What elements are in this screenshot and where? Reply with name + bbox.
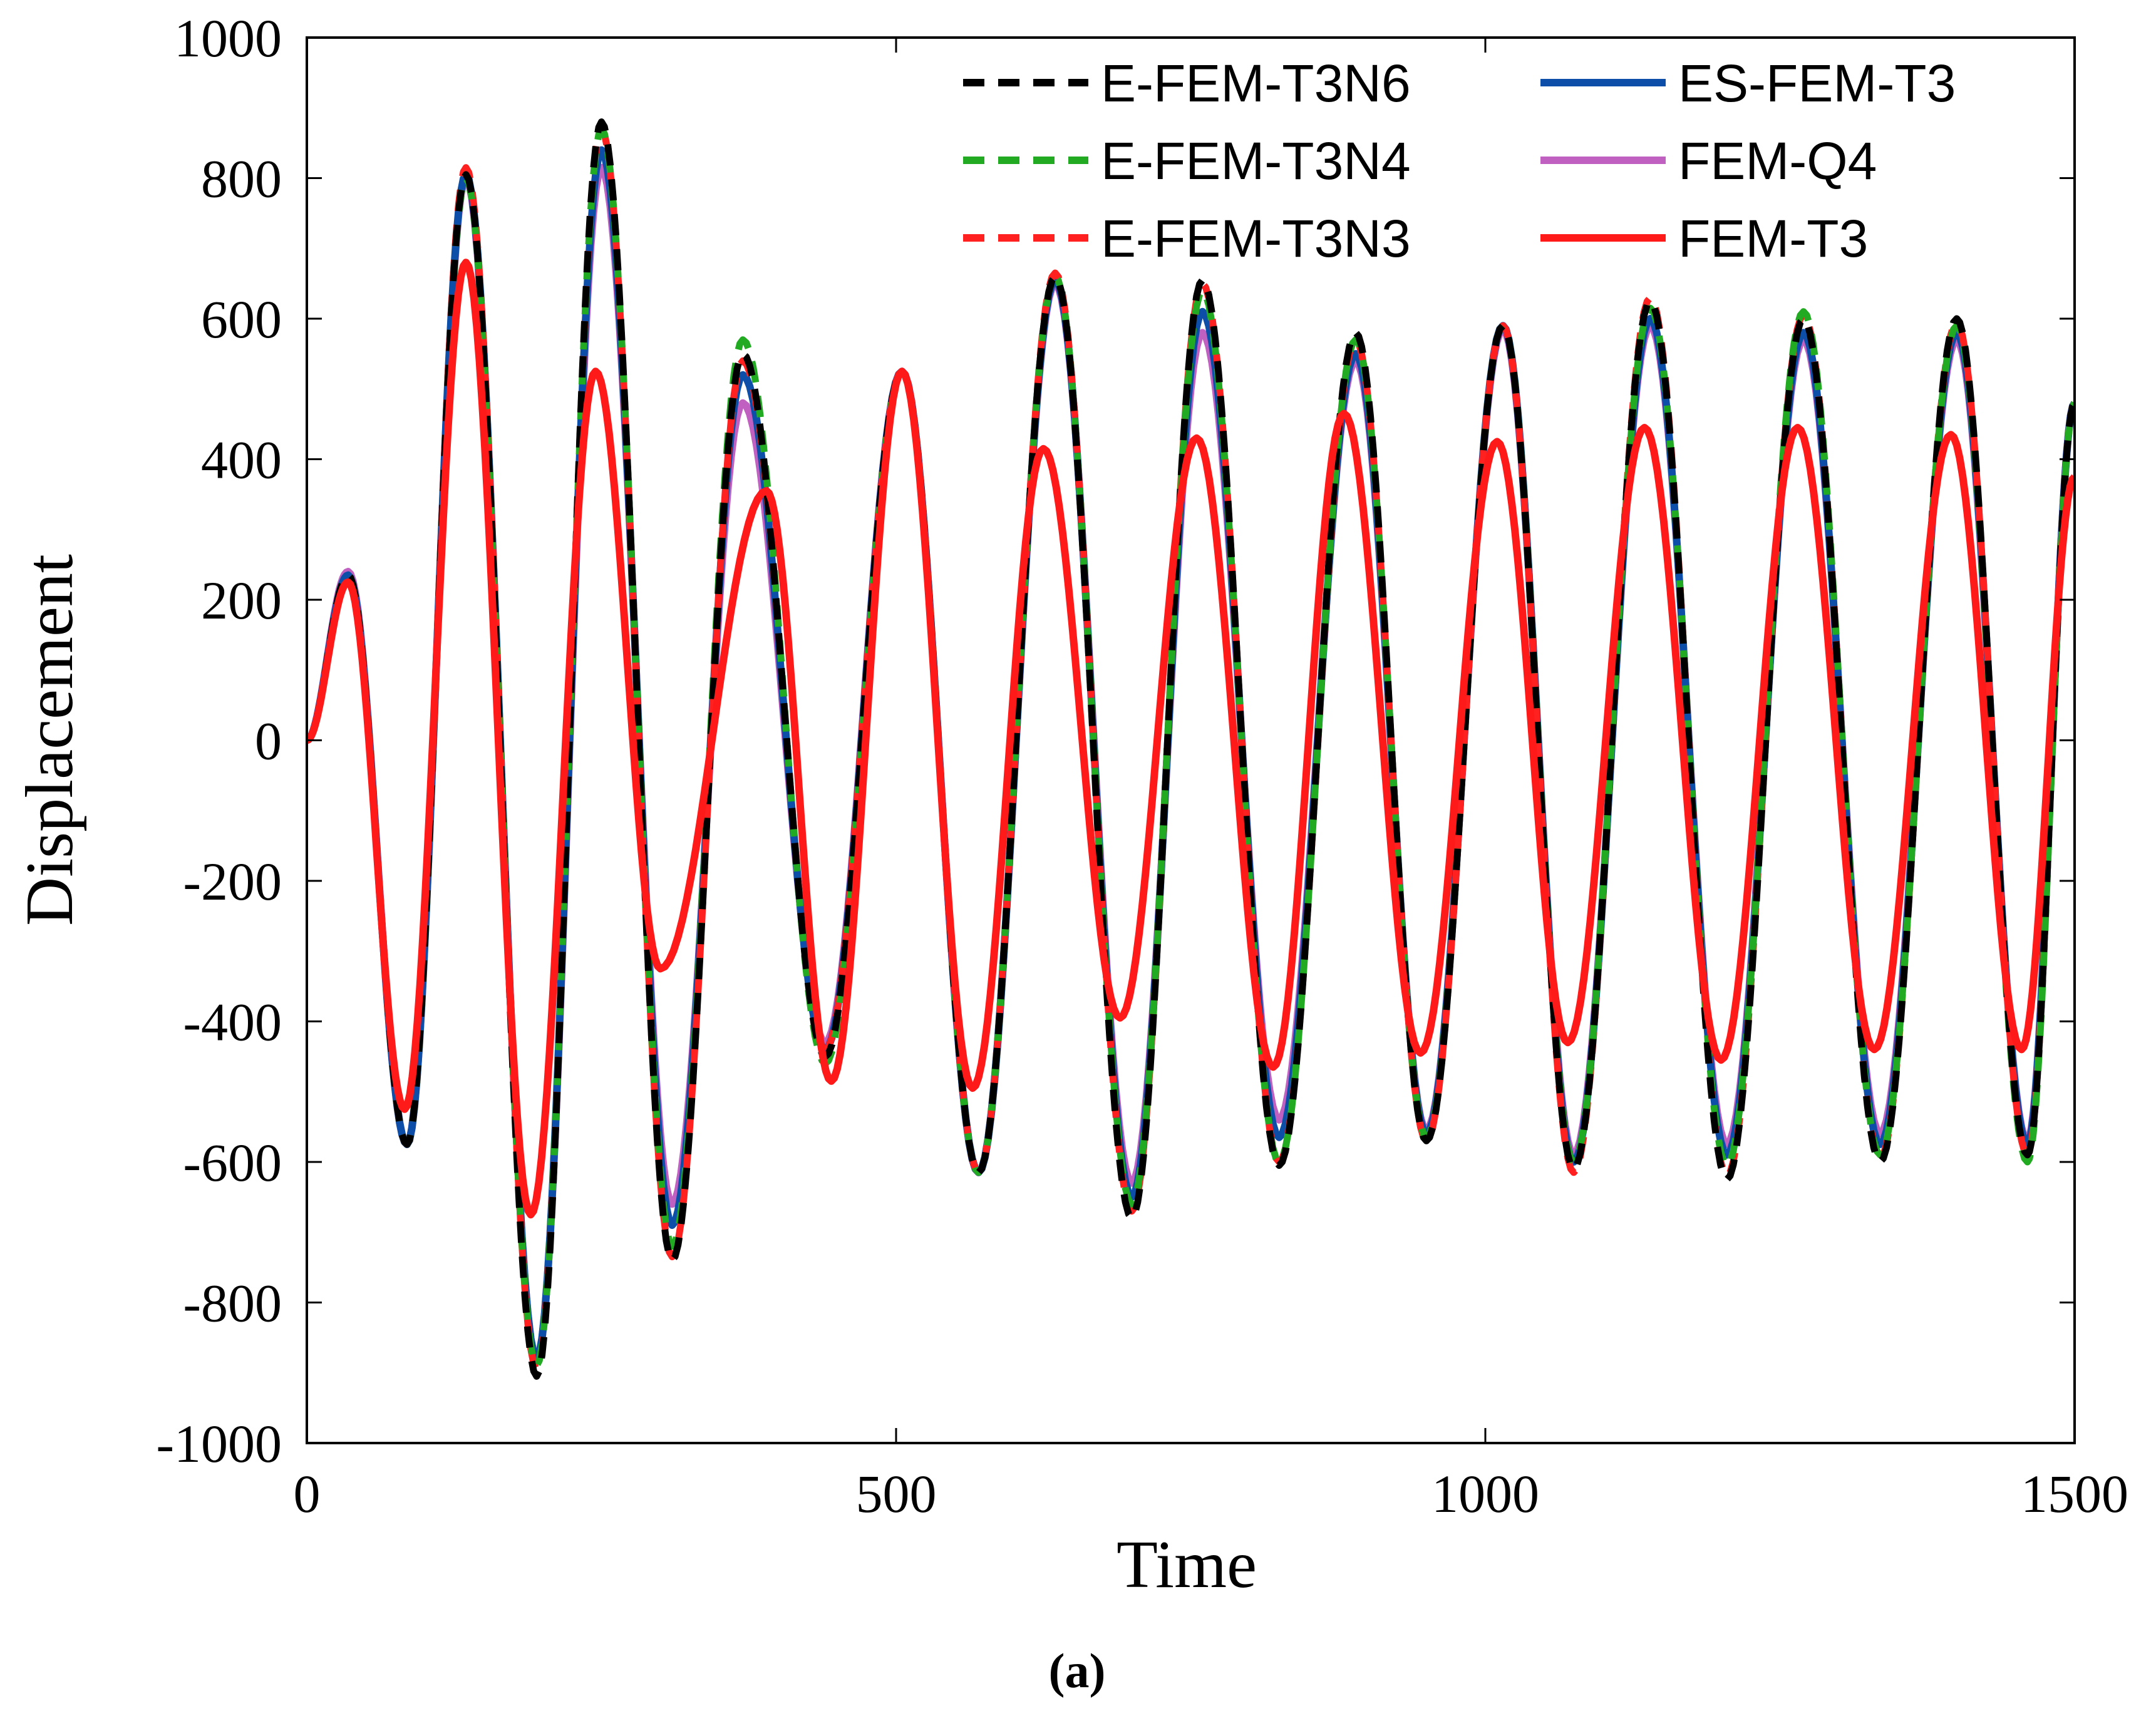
- y-tick-label: 200: [201, 570, 282, 630]
- legend-label: FEM-T3: [1678, 209, 1868, 268]
- legend-label: FEM-Q4: [1678, 131, 1877, 190]
- figure-caption: (a): [1049, 1643, 1106, 1698]
- legend-label: E-FEM-T3N4: [1101, 131, 1411, 190]
- y-axis-title: Displacement: [13, 554, 87, 926]
- ticks-layer: [306, 36, 2076, 1444]
- y-tick-label: 1000: [174, 8, 282, 68]
- y-tick-label: 0: [255, 711, 282, 771]
- x-tick-label: 0: [294, 1464, 321, 1524]
- series-line-fem-t3: [307, 259, 2075, 1219]
- y-tick-label: 600: [201, 289, 282, 349]
- y-tick-label: -600: [183, 1133, 282, 1193]
- y-tick-label: -1000: [156, 1414, 282, 1474]
- x-tick-label: 1000: [1431, 1464, 1539, 1524]
- legend-label: E-FEM-T3N3: [1101, 209, 1411, 268]
- y-tick-label: 400: [201, 430, 282, 490]
- legend-label: ES-FEM-T3: [1678, 54, 1956, 113]
- x-tick-label: 500: [856, 1464, 937, 1524]
- series-layer: [307, 118, 2075, 1380]
- y-tick-label: -200: [183, 851, 282, 912]
- tick-labels-layer: 0 500 1000 1500 -1000 -800 -600 -400 -200 0 200 400…: [156, 8, 2128, 1524]
- x-tick-label: 1500: [2021, 1464, 2128, 1524]
- x-axis-title: Time: [1117, 1528, 1257, 1602]
- y-tick-label: 800: [201, 149, 282, 209]
- series-line-e-fem-t3n6: [307, 118, 2075, 1380]
- y-tick-label: -800: [183, 1273, 282, 1333]
- y-tick-label: -400: [183, 992, 282, 1052]
- legend-label: E-FEM-T3N6: [1101, 54, 1411, 113]
- legend: E-FEM-T3N6 E-FEM-T3N4 E-FEM-T3N3 ES-FEM-T3 F…: [963, 54, 1956, 268]
